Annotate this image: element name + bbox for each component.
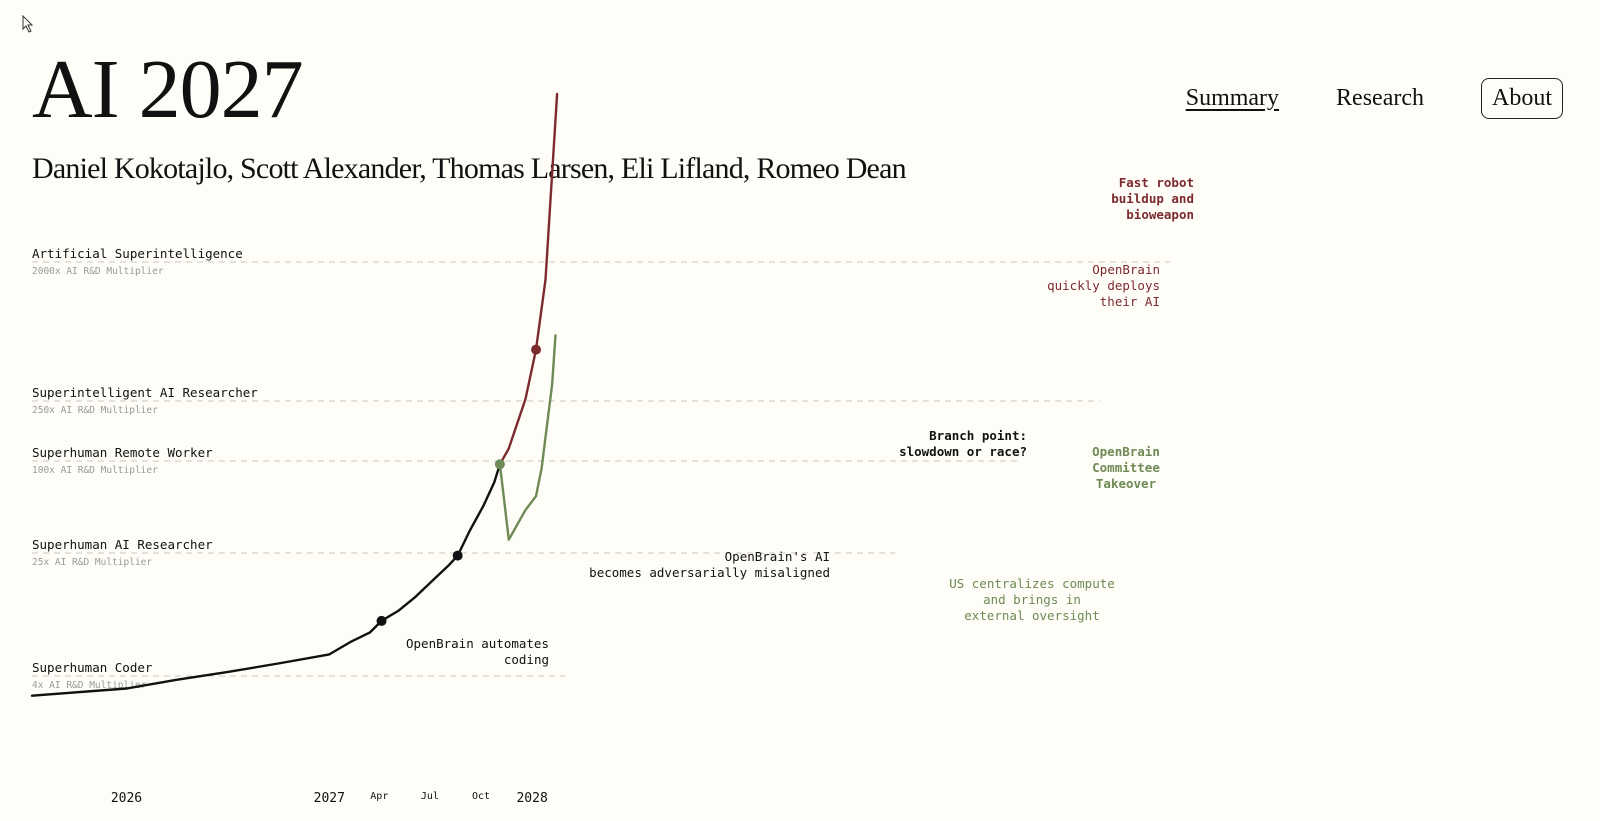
level-multiplier: 4x AI R&D Multiplier [32,680,147,691]
nav-about-button[interactable]: About [1481,77,1563,119]
milestone-dot[interactable] [452,550,463,561]
nav-research-link[interactable]: Research [1336,84,1424,111]
milestone-label: Branch point: slowdown or race? [899,428,1027,459]
milestone-label: OpenBrain automates coding [406,636,549,667]
series-line-race [498,92,559,466]
x-tick-label: Apr [370,791,388,802]
annotation-slowdown: OpenBrain Committee Takeover [1092,444,1160,491]
series-line-main [30,463,502,697]
level-name: Artificial Superintelligence [32,246,243,261]
series-line-slowdown [498,334,557,541]
capability-levels: Artificial Superintelligence 2000x AI R&D… [32,246,1170,691]
x-tick-label: Jul [421,791,439,802]
annotation-labels: OpenBrain automates coding OpenBrain's AI b… [406,175,1194,667]
annotation-slowdown: US centralizes compute and brings in exter… [949,576,1115,623]
milestone-points [376,344,542,626]
x-tick-label: 2027 [314,791,345,806]
level-name: Superhuman AI Researcher [32,537,213,552]
level-name: Superintelligent AI Researcher [32,385,258,400]
top-nav: Summary Research About [1129,76,1563,120]
milestone-label: OpenBrain's AI becomes adversarially misa… [589,549,830,580]
milestone-dot[interactable] [376,615,387,626]
milestone-label: OpenBrain quickly deploys their AI [1047,262,1160,309]
level-multiplier: 100x AI R&D Multiplier [32,465,158,476]
level-multiplier: 250x AI R&D Multiplier [32,405,158,416]
annotation-race: Fast robot buildup and bioweapon [1111,175,1194,222]
site-title: AI 2027 [32,43,304,136]
mouse-cursor-icon [22,15,34,33]
x-axis: 2026 2027 Apr Jul Oct 2028 [111,791,548,806]
authors-byline: Daniel Kokotajlo, Scott Alexander, Thoma… [32,152,907,185]
milestone-dot[interactable] [531,344,542,355]
milestone-dot[interactable] [494,459,505,470]
level-multiplier: 2000x AI R&D Multiplier [32,266,164,277]
nav-summary-link[interactable]: Summary [1185,84,1280,111]
level-multiplier: 25x AI R&D Multiplier [32,557,152,568]
level-name: Superhuman Coder [32,660,153,675]
x-tick-label: 2028 [516,791,547,806]
x-tick-label: Oct [472,791,490,802]
series-lines [30,92,559,697]
x-tick-label: 2026 [111,791,142,806]
level-name: Superhuman Remote Worker [32,445,213,460]
